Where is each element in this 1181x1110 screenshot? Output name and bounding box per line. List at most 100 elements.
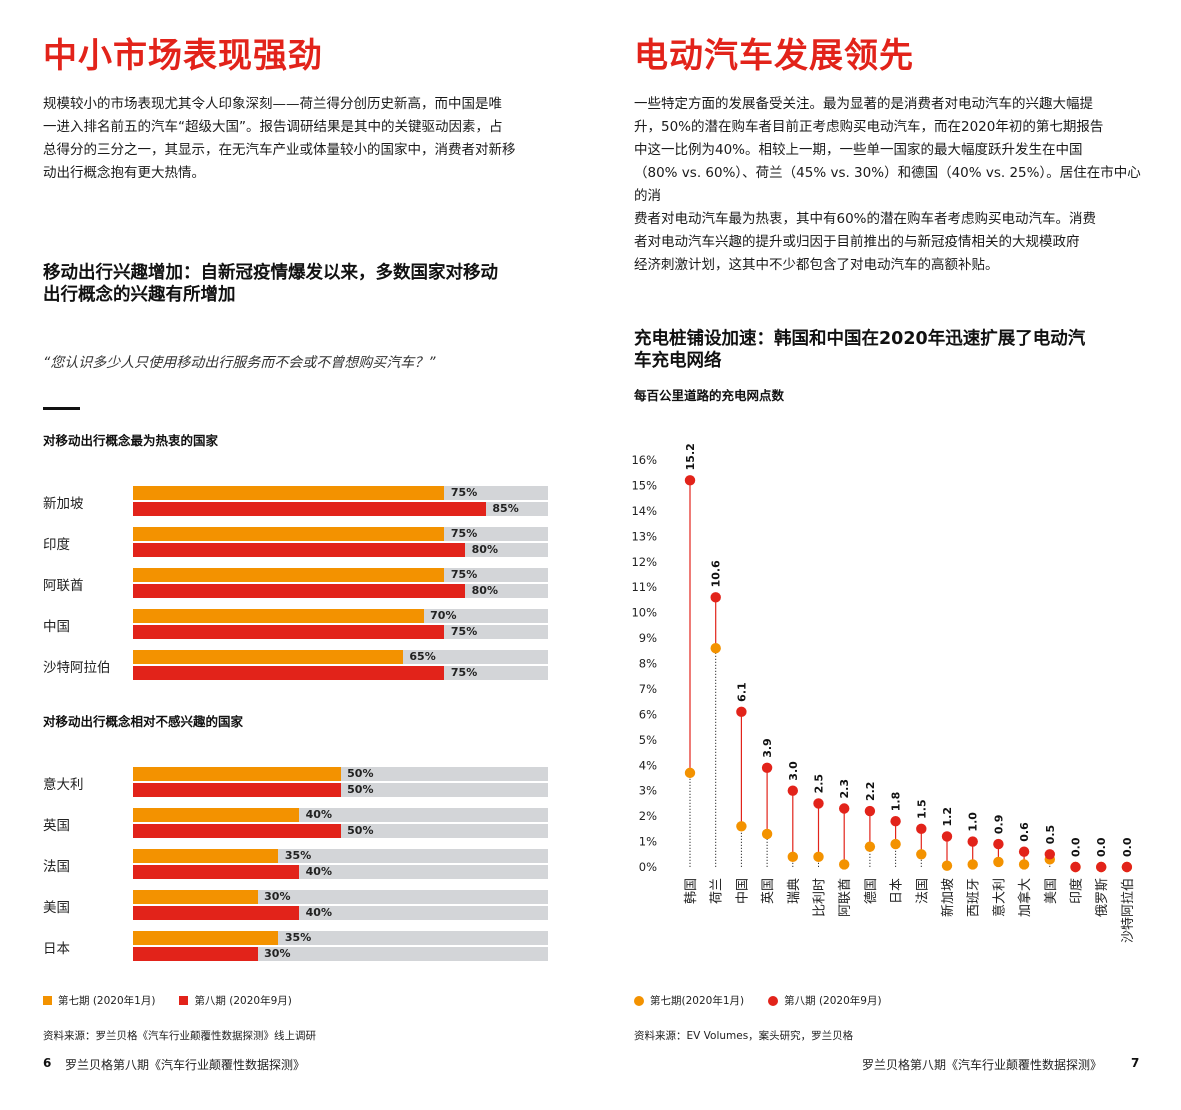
bar-period7 xyxy=(133,931,278,945)
point-period8 xyxy=(1122,862,1132,872)
y-tick-label: 13% xyxy=(631,529,657,543)
category-label: 沙特阿拉伯 xyxy=(1121,878,1136,943)
bar-period7 xyxy=(133,609,424,623)
data-value-label: 2.5 xyxy=(813,774,826,794)
point-period8 xyxy=(685,475,695,485)
bar-period7 xyxy=(133,808,299,822)
legend-swatch-period8 xyxy=(179,996,188,1005)
left-paragraph-line: 总得分的三分之一，其显示，在无汽车产业或体量较小的国家中，消费者对新移 xyxy=(43,139,563,162)
data-value-label: 0.0 xyxy=(1121,837,1134,857)
point-period8 xyxy=(1045,849,1055,859)
right-footer: 罗兰贝格第八期《汽车行业颠覆性数据探测》 xyxy=(862,1056,1102,1073)
right-source-note: 资料来源：EV Volumes，案头研究，罗兰贝格 xyxy=(634,1028,853,1043)
left-footer: 罗兰贝格第八期《汽车行业颠覆性数据探测》 xyxy=(65,1056,305,1073)
point-period7 xyxy=(711,643,721,653)
right-chart-heading-line: 充电桩铺设加速：韩国和中国在2020年迅速扩展了电动汽 xyxy=(634,328,1154,350)
right-chart-heading-line: 车充电网络 xyxy=(634,350,1154,372)
charging-points-lollipop-chart: 0% 1% 2% 3% 4% 5% 6% 7% 8% 9% 10% 11% 12% 13% 14% 15% 16… xyxy=(620,430,1150,970)
right-page-number: 7 xyxy=(1131,1056,1139,1070)
right-paragraph-line: 一些特定方面的发展备受关注。最为显著的是消费者对电动汽车的兴趣大幅提 xyxy=(634,93,1154,116)
y-tick-label: 0% xyxy=(639,860,657,874)
right-paragraph-line: 经济刺激计划，这其中不少都包含了对电动汽车的高额补贴。 xyxy=(634,254,1154,277)
enthusiastic-countries-heading: 对移动出行概念最为热衷的国家 xyxy=(43,430,218,449)
bar-value-label: 40% xyxy=(306,865,332,879)
point-period7 xyxy=(813,852,823,862)
data-value-label: 0.0 xyxy=(1095,837,1108,857)
legend-label-period8: 第八期 (2020年9月) xyxy=(784,993,881,1008)
legend-label-period8: 第八期 (2020年9月) xyxy=(194,993,291,1008)
left-paragraph-line: 动出行概念抱有更大热情。 xyxy=(43,162,563,185)
y-tick-label: 3% xyxy=(639,784,657,798)
left-intro-paragraph: 规模较小的市场表现尤其令人印象深刻——荷兰得分创历史新高，而中国是唯 一进入排名… xyxy=(43,93,563,185)
point-period7 xyxy=(736,821,746,831)
right-legend: 第七期(2020年1月) 第八期 (2020年9月) xyxy=(634,993,882,1008)
point-period8 xyxy=(736,707,746,717)
category-label: 中国 xyxy=(735,878,750,904)
data-value-label: 3.9 xyxy=(761,738,774,758)
category-label: 俄罗斯 xyxy=(1095,878,1110,917)
legend-dot-period8 xyxy=(768,996,778,1006)
category-label: 西班牙 xyxy=(967,878,982,917)
point-period7 xyxy=(890,839,900,849)
country-label: 意大利 xyxy=(43,773,84,793)
y-tick-label: 11% xyxy=(631,580,657,594)
enthusiastic-countries-bar-chart: 新加坡 75% 85% 印度 75% 80% 阿联酋 75% 80% 中国 70% 75% 沙特阿拉伯 6… xyxy=(0,478,560,688)
y-tick-label: 10% xyxy=(631,606,657,620)
category-label: 荷兰 xyxy=(710,878,725,904)
legend-dot-period7 xyxy=(634,996,644,1006)
point-period7 xyxy=(865,841,875,851)
point-period7 xyxy=(685,768,695,778)
bar-period7 xyxy=(133,767,341,781)
y-tick-label: 14% xyxy=(631,504,657,518)
y-tick-label: 4% xyxy=(639,758,657,772)
point-period7 xyxy=(942,861,952,871)
right-intro-paragraph: 一些特定方面的发展备受关注。最为显著的是消费者对电动汽车的兴趣大幅提 升，50%… xyxy=(634,93,1154,277)
country-label: 英国 xyxy=(43,814,70,834)
bar-period8 xyxy=(133,824,341,838)
bar-period7 xyxy=(133,650,403,664)
point-period8 xyxy=(1070,862,1080,872)
bar-value-label: 75% xyxy=(451,486,477,500)
uninterested-countries-bar-chart: 意大利 50% 50% 英国 40% 50% 法国 35% 40% 美国 30% 40% 日本 35% 30… xyxy=(0,759,560,969)
category-label: 韩国 xyxy=(684,878,699,904)
accent-rule xyxy=(43,407,80,410)
bar-period8 xyxy=(133,502,486,516)
country-label: 美国 xyxy=(43,896,70,916)
data-value-label: 3.0 xyxy=(787,761,800,781)
legend-swatch-period7 xyxy=(43,996,52,1005)
country-label: 阿联酋 xyxy=(43,574,84,594)
bar-value-label: 30% xyxy=(264,947,290,961)
bar-value-label: 50% xyxy=(347,824,373,838)
bar-value-label: 50% xyxy=(347,783,373,797)
point-period7 xyxy=(839,859,849,869)
bar-value-label: 75% xyxy=(451,568,477,582)
category-label: 法国 xyxy=(915,878,930,904)
right-paragraph-line: （80% vs. 60%）、荷兰（45% vs. 30%）和德国（40% vs.… xyxy=(634,162,1154,208)
data-value-label: 0.5 xyxy=(1044,825,1057,845)
bar-value-label: 75% xyxy=(451,625,477,639)
bar-value-label: 30% xyxy=(264,890,290,904)
point-period8 xyxy=(942,831,952,841)
data-value-label: 2.3 xyxy=(838,779,851,799)
point-period7 xyxy=(762,829,772,839)
right-chart-heading: 充电桩铺设加速：韩国和中国在2020年迅速扩展了电动汽 车充电网络 xyxy=(634,328,1154,372)
data-value-label: 1.2 xyxy=(941,807,954,827)
bar-period7 xyxy=(133,527,444,541)
y-tick-label: 1% xyxy=(639,835,657,849)
data-value-label: 1.8 xyxy=(890,792,903,812)
country-label: 日本 xyxy=(43,937,70,957)
y-tick-label: 2% xyxy=(639,809,657,823)
y-tick-label: 12% xyxy=(631,555,657,569)
left-source-note: 资料来源：罗兰贝格《汽车行业颠覆性数据探测》线上调研 xyxy=(43,1028,316,1043)
point-period8 xyxy=(813,798,823,808)
bar-value-label: 50% xyxy=(347,767,373,781)
bar-value-label: 40% xyxy=(306,808,332,822)
bar-value-label: 70% xyxy=(430,609,456,623)
left-paragraph-line: 一进入排名前五的汽车“超级大国”。报告调研结果是其中的关键驱动因素，占 xyxy=(43,116,563,139)
data-value-label: 6.1 xyxy=(735,682,748,702)
left-chart-heading: 移动出行兴趣增加：自新冠疫情爆发以来，多数国家对移动 出行概念的兴趣有所增加 xyxy=(43,262,563,306)
data-value-label: 2.2 xyxy=(864,782,877,802)
bar-period8 xyxy=(133,625,444,639)
bar-value-label: 35% xyxy=(285,849,311,863)
y-tick-label: 5% xyxy=(639,733,657,747)
